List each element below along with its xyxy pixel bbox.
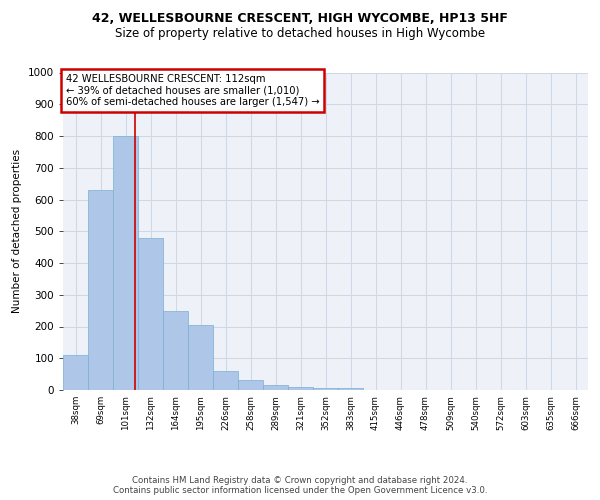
Bar xyxy=(213,371,238,390)
Bar xyxy=(313,388,338,390)
Bar xyxy=(238,380,263,390)
Text: Size of property relative to detached houses in High Wycombe: Size of property relative to detached ho… xyxy=(115,28,485,40)
Bar xyxy=(138,238,163,390)
Bar xyxy=(188,325,213,390)
Text: 42 WELLESBOURNE CRESCENT: 112sqm
← 39% of detached houses are smaller (1,010)
60: 42 WELLESBOURNE CRESCENT: 112sqm ← 39% o… xyxy=(65,74,319,108)
Bar xyxy=(163,310,188,390)
Bar xyxy=(88,190,113,390)
Bar xyxy=(263,385,288,390)
Text: Contains HM Land Registry data © Crown copyright and database right 2024.
Contai: Contains HM Land Registry data © Crown c… xyxy=(113,476,487,495)
Bar xyxy=(338,388,363,390)
Bar xyxy=(288,387,313,390)
Bar xyxy=(113,136,138,390)
Text: 42, WELLESBOURNE CRESCENT, HIGH WYCOMBE, HP13 5HF: 42, WELLESBOURNE CRESCENT, HIGH WYCOMBE,… xyxy=(92,12,508,26)
Y-axis label: Number of detached properties: Number of detached properties xyxy=(12,149,22,314)
Bar xyxy=(63,355,88,390)
